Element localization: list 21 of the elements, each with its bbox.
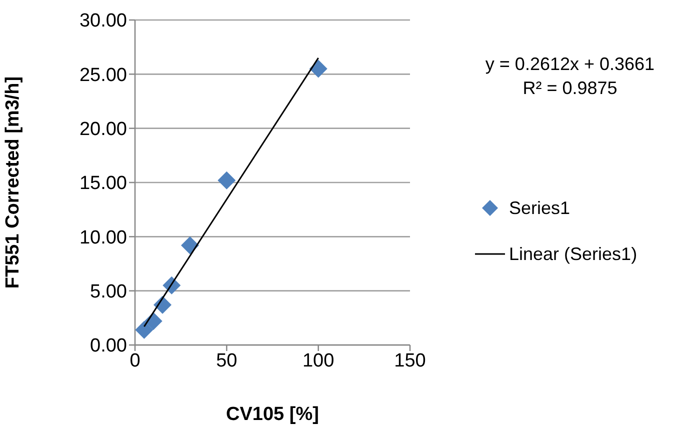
text: R² = 0.9875 (522, 77, 618, 100)
point (181, 236, 199, 254)
y-tick-label: 20.00 (79, 119, 127, 140)
y-tick-label: 10.00 (79, 227, 127, 248)
y-tick-label: 30.00 (79, 10, 127, 32)
point (309, 60, 328, 78)
x-tick-label: 50 (216, 350, 238, 372)
x-tick-label: 100 (302, 350, 334, 372)
text: y = 0.2612x + 0.3661 (484, 53, 656, 76)
point (218, 171, 236, 190)
x-tick-label: 150 (394, 350, 426, 372)
y-tick-label: 0.00 (90, 336, 127, 357)
y-tick-label: 25.00 (79, 64, 127, 86)
y-tick-label: 15.00 (79, 173, 127, 194)
point (135, 320, 154, 339)
y-tick-label: 5.00 (90, 282, 127, 303)
legend-label: Series1 (509, 198, 570, 218)
x-tick-label: 0 (130, 350, 140, 372)
legend-label: Linear (Series1) (509, 244, 638, 264)
x-axis-title: CV105 [%] (226, 404, 319, 425)
y-axis-title: FT551 Corrected [m3/h] (2, 76, 24, 289)
